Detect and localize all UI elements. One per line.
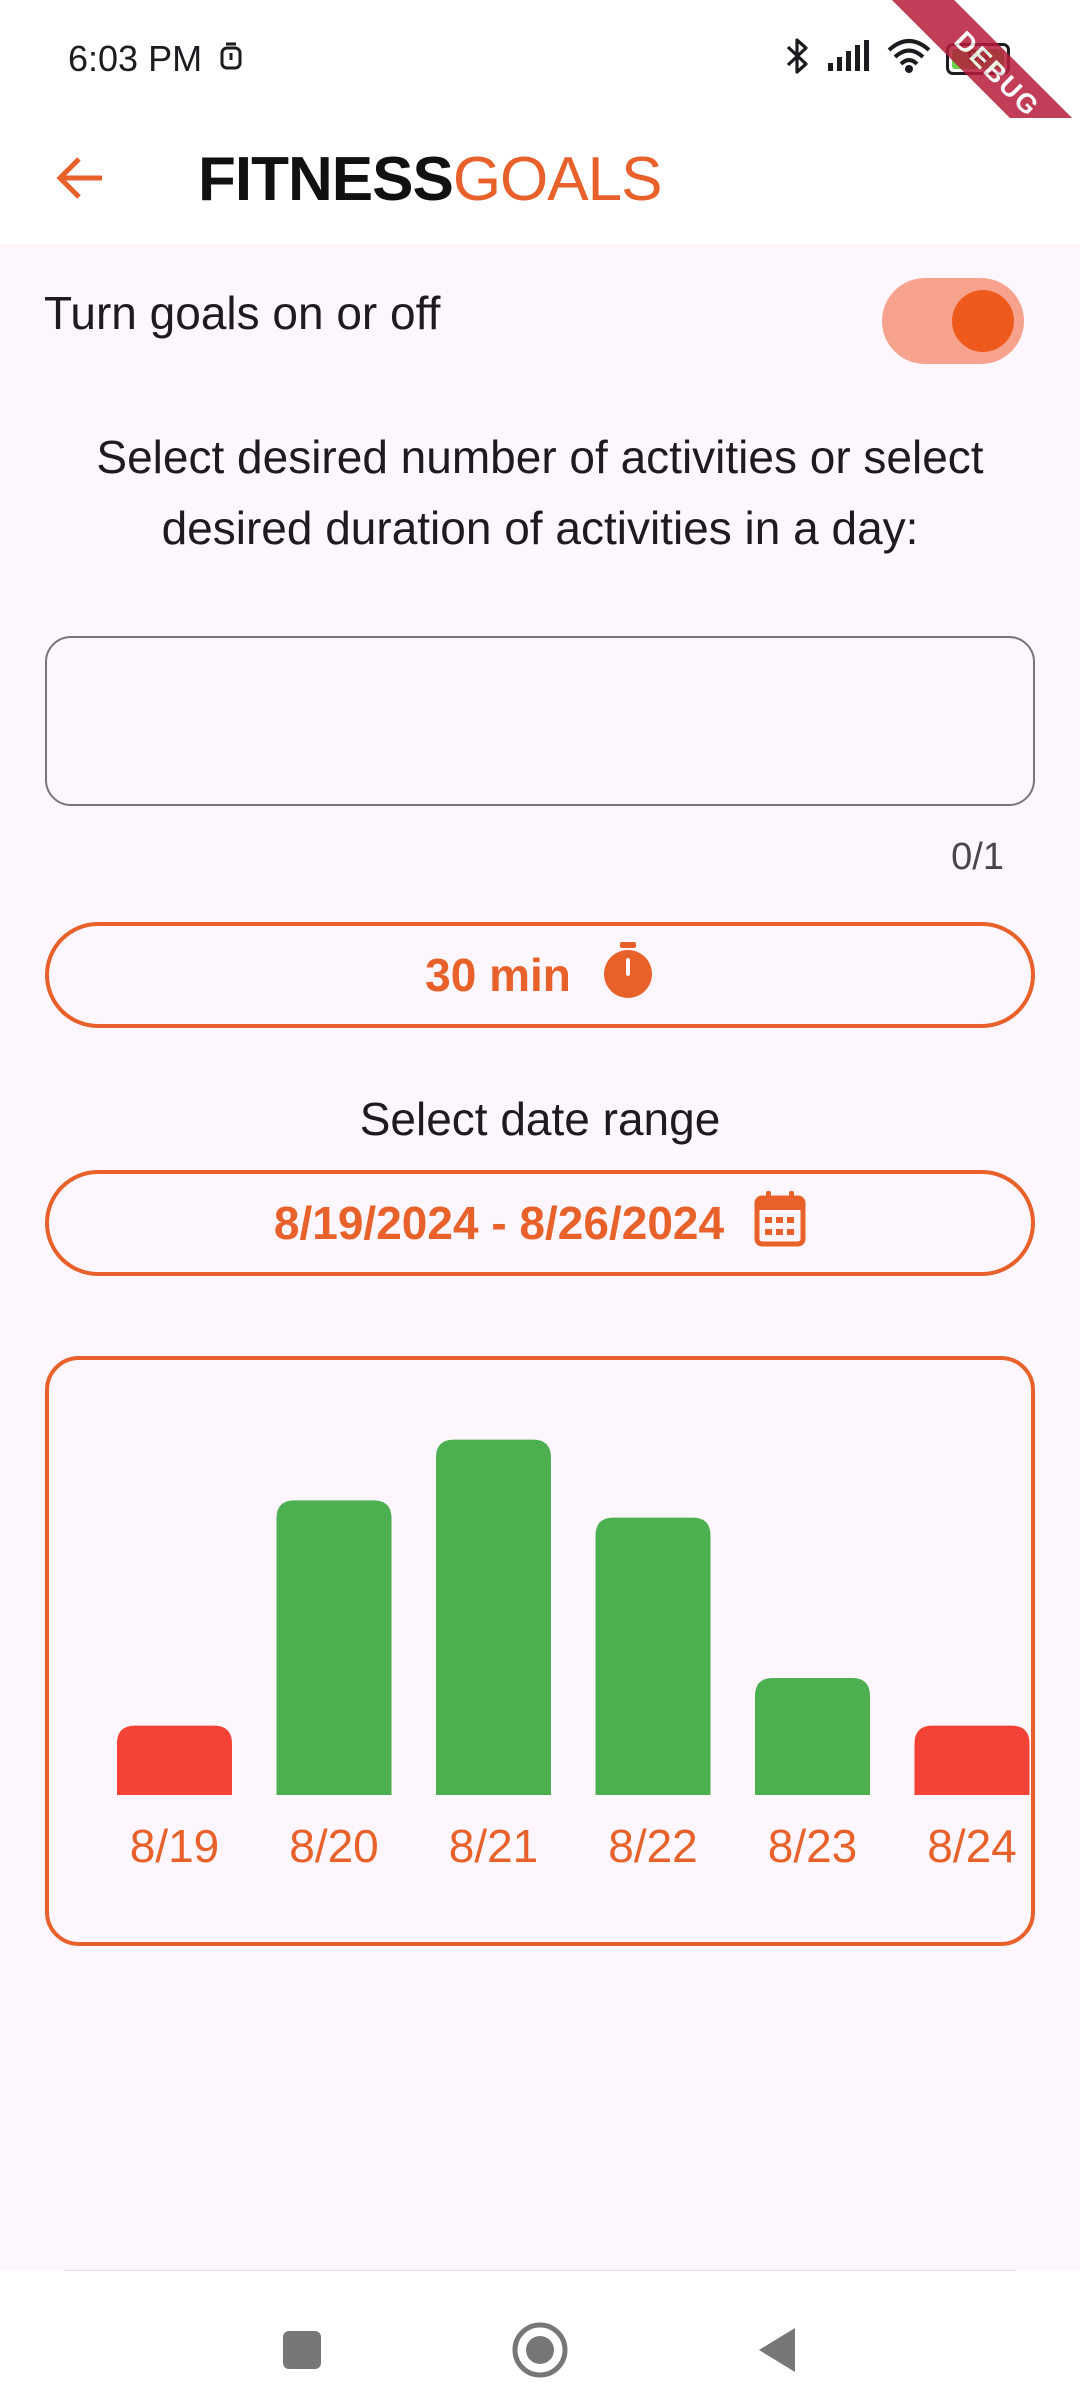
title-goals: GOALS [452, 145, 663, 214]
back-icon [759, 2328, 795, 2372]
timer-icon [601, 940, 655, 1011]
system-nav-bar [0, 2270, 1080, 2400]
date-range-value: 8/19/2024 - 8/26/2024 [273, 1197, 725, 1249]
recents-button[interactable] [262, 2310, 342, 2390]
title-fitness: FITNESS [198, 145, 454, 214]
bar-8/19 [117, 1725, 232, 1795]
bar-8/21 [436, 1439, 551, 1795]
signal-icon [826, 39, 872, 78]
instruction-text: Select desired number of activities or s… [96, 431, 984, 554]
character-counter: 0/1 [951, 836, 1004, 878]
arrow-back-icon [56, 157, 102, 199]
status-time: 6:03 PM [68, 38, 203, 79]
duration-label: 30 min [425, 949, 571, 1001]
home-icon [512, 2322, 568, 2378]
activities-input[interactable] [45, 636, 1035, 806]
goals-toggle-switch[interactable] [882, 278, 1024, 364]
date-range-button[interactable]: 8/19/2024 - 8/26/2024 [45, 1170, 1035, 1276]
nav-divider [64, 2270, 1016, 2271]
wifi-icon [886, 38, 932, 79]
x-tick-label: 8/22 [608, 1820, 698, 1872]
system-back-button[interactable] [738, 2310, 818, 2390]
x-tick-label: 8/20 [289, 1820, 379, 1872]
back-button[interactable] [40, 138, 120, 218]
bar-chart: 8/19 8/20 8/21 8/22 8/23 8/24 [117, 1439, 1030, 1872]
bar-8/20 [276, 1500, 392, 1795]
date-range-label: Select date range [359, 1093, 721, 1145]
notification-icon [218, 40, 244, 77]
goals-content: Turn goals on or off Select desired numb… [0, 244, 1080, 2270]
app-bar: FITNESSGOALS [0, 118, 1080, 244]
x-tick-label: 8/21 [449, 1820, 539, 1872]
bar-8/24 [914, 1725, 1030, 1795]
x-tick-label: 8/19 [130, 1820, 220, 1872]
duration-button[interactable]: 30 min [45, 922, 1035, 1028]
bar-8/23 [755, 1678, 870, 1795]
home-button[interactable] [500, 2310, 580, 2390]
switch-knob [952, 290, 1014, 352]
recents-icon [283, 2331, 321, 2369]
calendar-icon [754, 1189, 806, 1258]
goal-chart: 8/19 8/20 8/21 8/22 8/23 8/24 [45, 1356, 1035, 1946]
status-bar: 6:03 PM [0, 0, 1080, 193]
bar-8/22 [595, 1517, 711, 1795]
page-title: FITNESSGOALS [198, 130, 663, 230]
x-tick-label: 8/24 [927, 1820, 1017, 1872]
bluetooth-icon [784, 36, 812, 81]
x-tick-label: 8/23 [768, 1820, 858, 1872]
goals-toggle-label: Turn goals on or off [44, 287, 441, 339]
